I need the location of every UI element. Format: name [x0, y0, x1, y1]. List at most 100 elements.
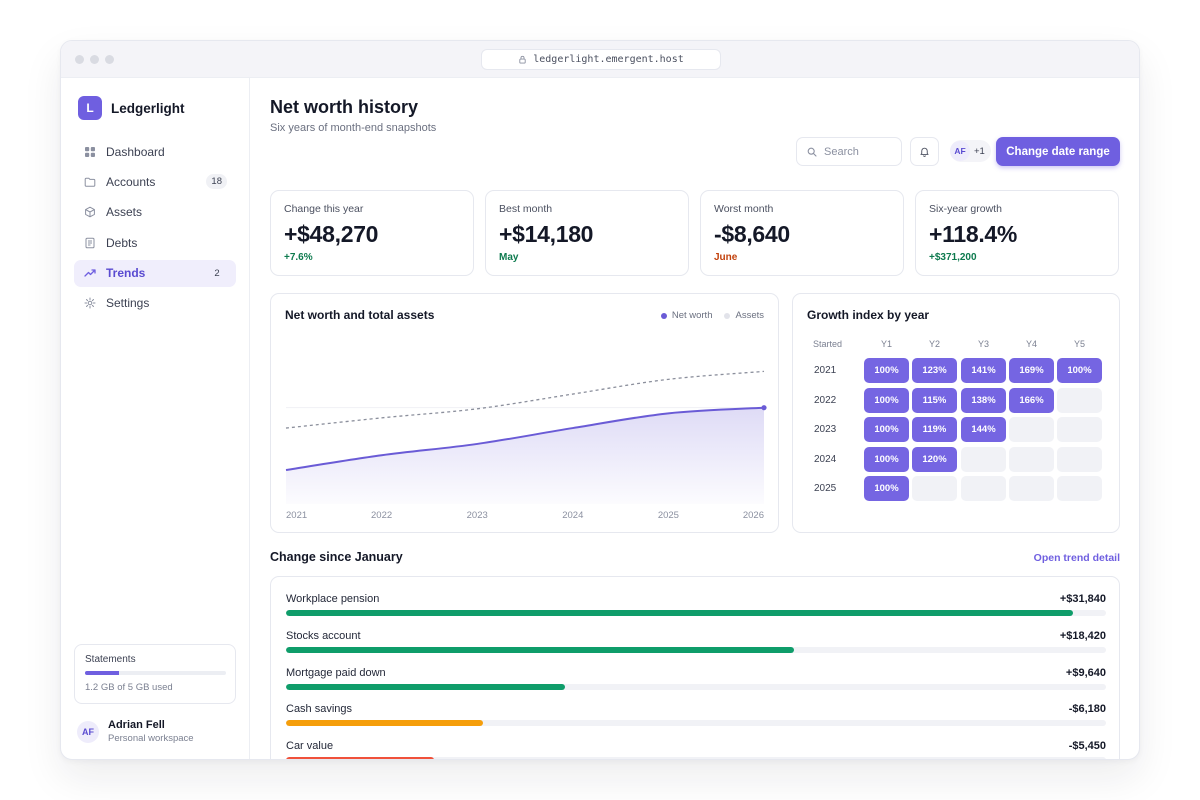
- sidebar-item-accounts[interactable]: Accounts 18: [74, 168, 236, 195]
- heatmap-row-label: 2025: [814, 483, 837, 494]
- change-progress-track: [286, 683, 1106, 690]
- gear-icon: [84, 297, 96, 309]
- bell-icon: [920, 147, 929, 157]
- window-minimize-dot[interactable]: [90, 55, 99, 64]
- change-value: -$6,180: [1068, 703, 1106, 716]
- sidebar-item-debts[interactable]: Debts: [74, 229, 236, 256]
- change-progress-track: [286, 757, 1106, 759]
- browser-window: ledgerlight.emergent.host L Ledgerlight …: [60, 40, 1140, 760]
- chart-legend: Net worth Assets: [660, 310, 764, 321]
- heatmap-cell: 119%: [912, 417, 957, 442]
- kpi-label: Best month: [499, 203, 553, 215]
- sidebar-item-label: Dashboard: [106, 144, 165, 159]
- sidebar-item-trends[interactable]: Trends 2: [74, 259, 236, 287]
- change-progress-fill: [286, 757, 434, 759]
- storage-card[interactable]: Statements 1.2 GB of 5 GB used: [74, 644, 236, 704]
- heatmap-cell: 169%: [1009, 358, 1054, 383]
- heatmap-corner-label: Started: [813, 339, 843, 349]
- legend-item-assets[interactable]: Assets: [724, 310, 764, 321]
- heatmap-cell: 100%: [864, 447, 909, 472]
- change-row[interactable]: Workplace pension +$31,840: [286, 593, 1106, 627]
- notifications-button[interactable]: [910, 137, 939, 166]
- heatmap-cell-empty: [912, 476, 957, 501]
- heatmap-row-label: 2023: [814, 424, 837, 435]
- trend-icon: [84, 267, 96, 279]
- sidebar: L Ledgerlight Dashboard Accounts 18 Asse…: [61, 78, 250, 759]
- address-bar[interactable]: ledgerlight.emergent.host: [481, 49, 721, 70]
- change-since-january-card: Workplace pension +$31,840 Stocks account +…: [270, 576, 1120, 759]
- net-worth-series-line: [285, 406, 765, 471]
- change-row[interactable]: Car value -$5,450: [286, 740, 1106, 759]
- folder-icon: [84, 176, 96, 188]
- heatmap-cell-empty: [1057, 417, 1102, 442]
- heatmap-cell: 141%: [961, 358, 1006, 383]
- change-row[interactable]: Cash savings -$6,180: [286, 703, 1106, 737]
- window-maximize-dot[interactable]: [105, 55, 114, 64]
- legend-swatch: [724, 312, 731, 319]
- heatmap-cell: 144%: [961, 417, 1006, 442]
- user-profile[interactable]: AF Adrian Fell Personal workspace: [77, 719, 194, 744]
- trends-count-badge: 2: [214, 267, 220, 279]
- brand[interactable]: L Ledgerlight: [78, 96, 185, 120]
- kpi-label: Worst month: [714, 203, 774, 215]
- sidebar-item-label: Debts: [106, 235, 138, 250]
- heatmap-cell: 100%: [864, 388, 909, 413]
- change-label: Workplace pension: [286, 593, 380, 605]
- heatmap-cell: 138%: [961, 388, 1006, 413]
- avatar: AF: [77, 720, 99, 743]
- accounts-count-badge: 18: [206, 174, 227, 190]
- window-close-dot[interactable]: [75, 55, 84, 64]
- heatmap-cell: 100%: [864, 417, 909, 442]
- user-workspace: Personal workspace: [108, 733, 194, 744]
- legend-item-net-worth[interactable]: Net worth: [660, 310, 713, 321]
- heatmap-cell: 115%: [912, 388, 957, 413]
- user-name: Adrian Fell: [108, 719, 165, 731]
- change-row[interactable]: Mortgage paid down +$9,640: [286, 667, 1106, 701]
- storage-progress-fill: [85, 671, 119, 675]
- change-value: -$5,450: [1068, 740, 1106, 753]
- legend-label: Net worth: [671, 310, 713, 321]
- cube-icon: [84, 206, 96, 218]
- heatmap-title: Growth index by year: [807, 308, 930, 322]
- net-worth-chart-card: Net worth and total assets Net worth Ass…: [270, 293, 779, 533]
- heatmap-cell-empty: [1057, 476, 1102, 501]
- change-progress-fill: [286, 720, 483, 727]
- sidebar-item-dashboard[interactable]: Dashboard: [74, 138, 236, 165]
- net-worth-endpoint[interactable]: [761, 405, 767, 411]
- kpi-value: +$48,270: [284, 221, 379, 247]
- change-row[interactable]: Stocks account +$18,420: [286, 630, 1106, 664]
- x-tick-label: 2023: [467, 510, 488, 521]
- storage-progress-bar: [85, 671, 226, 675]
- kpi-card-six-year-growth: Six-year growth +118.4% +$371,200: [915, 190, 1119, 276]
- page-title: Net worth history: [270, 97, 419, 117]
- kpi-label: Change this year: [284, 203, 364, 215]
- kpi-label: Six-year growth: [929, 203, 1002, 215]
- url-text: ledgerlight.emergent.host: [533, 54, 684, 65]
- browser-titlebar: ledgerlight.emergent.host: [61, 41, 1139, 78]
- search-input[interactable]: Search: [796, 137, 902, 166]
- heatmap-column-header: Y5: [1073, 339, 1085, 349]
- heatmap-column-header: Y4: [1025, 339, 1037, 349]
- heatmap-cell-empty: [961, 476, 1006, 501]
- heatmap-row-label: 2022: [814, 395, 837, 406]
- legend-swatch: [660, 312, 667, 319]
- heatmap-cell-empty: [1057, 388, 1102, 413]
- x-tick-label: 2022: [371, 510, 392, 521]
- open-trend-detail-link[interactable]: Open trend detail: [1033, 552, 1120, 564]
- brand-logo: L: [78, 96, 102, 120]
- heatmap-cell: 120%: [912, 447, 957, 472]
- sidebar-item-settings[interactable]: Settings: [74, 290, 236, 317]
- document-icon: [84, 237, 96, 249]
- collaborators[interactable]: AF +1: [950, 140, 991, 162]
- x-tick-label: 2021: [286, 510, 307, 521]
- heatmap-cell: 100%: [864, 358, 909, 383]
- assets-series-line: [285, 370, 765, 429]
- sidebar-item-assets[interactable]: Assets: [74, 199, 236, 226]
- heatmap-row-label: 2024: [814, 454, 837, 465]
- change-label: Mortgage paid down: [286, 666, 386, 679]
- sidebar-item-label: Trends: [106, 266, 146, 281]
- net-worth-area: [286, 407, 764, 504]
- heatmap-cell-empty: [1009, 476, 1054, 501]
- change-date-range-button[interactable]: Change date range: [996, 137, 1120, 166]
- change-progress-track: [286, 646, 1106, 653]
